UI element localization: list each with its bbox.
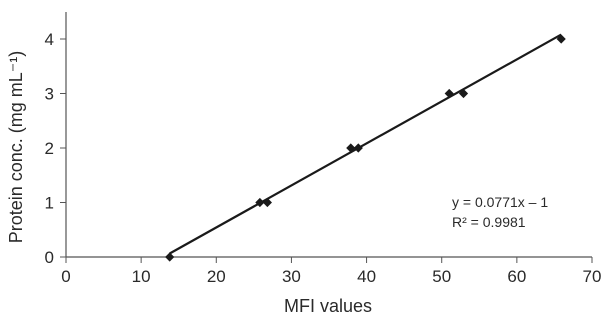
trendline [169, 33, 562, 255]
y-tick-label: 2 [45, 139, 54, 158]
data-point [556, 34, 566, 44]
x-tick-label: 20 [207, 267, 226, 286]
data-point [262, 197, 272, 208]
x-tick-label: 30 [282, 267, 301, 286]
data-point [444, 88, 454, 99]
trendline-group [169, 33, 562, 255]
y-tick-label: 1 [45, 194, 54, 213]
x-tick-label: 60 [507, 267, 526, 286]
x-tick-label: 0 [61, 267, 70, 286]
data-points [165, 34, 566, 262]
axes [60, 12, 593, 263]
y-tick-label: 4 [45, 30, 54, 49]
data-point [165, 252, 175, 262]
y-axis-title: Protein conc. (mg mL⁻¹) [6, 51, 26, 244]
y-tick-label: 0 [45, 248, 54, 267]
data-point [346, 143, 356, 153]
y-tick-label: 3 [45, 85, 54, 104]
x-tick-label: 40 [357, 267, 376, 286]
r-squared-label: R² = 0.9981 [452, 214, 526, 230]
x-tick-label: 70 [583, 267, 602, 286]
tick-labels: 0 10 20 30 40 50 60 70 0 1 2 3 4 [45, 30, 602, 286]
data-point [353, 143, 363, 153]
x-tick-label: 50 [432, 267, 451, 286]
equation-label: y = 0.0771x – 1 [452, 194, 548, 210]
data-point [255, 197, 265, 208]
data-point [458, 88, 469, 99]
x-axis-title: MFI values [284, 296, 372, 316]
x-tick-label: 10 [132, 267, 151, 286]
